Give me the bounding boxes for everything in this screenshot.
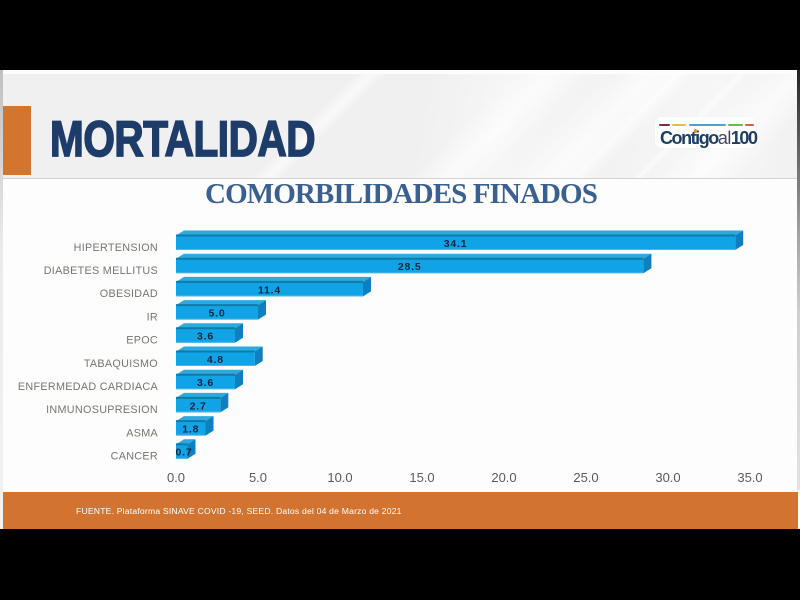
svg-text:5.0: 5.0 (249, 470, 267, 485)
svg-text:INMUNOSUPRESION: INMUNOSUPRESION (46, 404, 158, 416)
svg-text:3.6: 3.6 (197, 377, 214, 389)
svg-text:OBESIDAD: OBESIDAD (100, 288, 158, 300)
svg-text:35.0: 35.0 (737, 470, 762, 485)
svg-text:2.7: 2.7 (190, 400, 207, 412)
svg-text:0.7: 0.7 (176, 447, 193, 459)
svg-text:HIPERTENSION: HIPERTENSION (74, 242, 158, 254)
svg-text:CANCER: CANCER (111, 451, 158, 463)
svg-text:DIABETES MELLITUS: DIABETES MELLITUS (44, 265, 158, 277)
svg-text:20.0: 20.0 (491, 470, 516, 485)
svg-text:11.4: 11.4 (258, 284, 281, 296)
svg-text:ENFERMEDAD CARDIACA: ENFERMEDAD CARDIACA (18, 381, 159, 393)
svg-text:15.0: 15.0 (409, 470, 434, 485)
svg-text:34.1: 34.1 (444, 238, 468, 250)
svg-text:1.8: 1.8 (182, 424, 199, 436)
svg-text:5.0: 5.0 (209, 308, 226, 320)
svg-text:30.0: 30.0 (655, 470, 680, 485)
svg-text:3.6: 3.6 (197, 331, 214, 343)
svg-text:0.0: 0.0 (167, 470, 185, 485)
svg-text:EPOC: EPOC (126, 335, 158, 347)
svg-text:10.0: 10.0 (327, 470, 352, 485)
svg-text:4.8: 4.8 (207, 354, 224, 366)
svg-text:ASMA: ASMA (126, 427, 158, 439)
svg-text:25.0: 25.0 (573, 470, 598, 485)
svg-text:28.5: 28.5 (398, 261, 422, 273)
svg-text:IR: IR (147, 311, 158, 323)
svg-text:TABAQUISMO: TABAQUISMO (84, 358, 158, 370)
